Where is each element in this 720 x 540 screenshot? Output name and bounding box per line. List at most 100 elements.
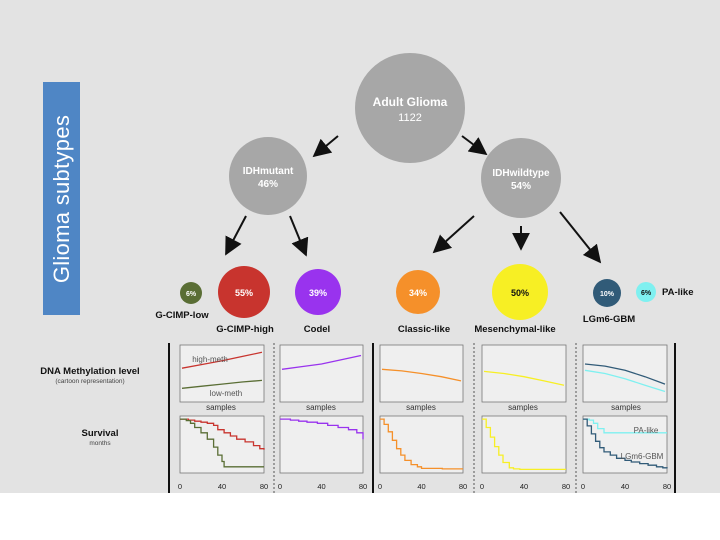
subtype-gcimp-high-label: G-CIMP-high [216,324,274,335]
subtype-codel-circle [295,269,341,315]
survival-tick-codel-80: 80 [359,482,367,491]
node-idhmutant: IDHmutant 46% [229,137,307,215]
methylation-line-lgm6-gbm [584,363,666,385]
subtype-lgm6-gbm-label: LGm6-GBM [583,314,635,325]
survival-curve-mesenchymal-like [482,418,566,471]
node-root-count: 1122 [398,112,422,124]
subtype-mesenchymal-like: 50% Mesenchymal-like [474,264,556,335]
methylation-line-mesenchymal [483,370,565,386]
survival-tick-lgm6-pa-80: 80 [663,482,671,491]
survival-tick-classic-40: 40 [417,482,425,491]
methylation-line-pa-like [584,369,666,393]
survival-tick-lgm6-pa-0: 0 [581,482,585,491]
survival-tick-gcimp-40: 40 [218,482,226,491]
subtype-gcimp-high-pct: 55% [235,288,253,298]
node-idhmutant-circle [229,137,307,215]
subtype-classic-like: 34% Classic-like [396,270,450,335]
survival-label: Survival [81,428,119,439]
subtype-gcimp-low-circle [180,282,202,304]
survival-curve-lgm6-gbm [583,418,668,469]
methylation-panels: high-meth low-meth samples samples sampl… [179,344,668,412]
survival-curve-classic-like [380,418,463,470]
samples-label-codel: samples [306,403,336,412]
subtype-codel-label: Codel [304,324,330,335]
node-root-name: Adult Glioma [373,95,448,109]
node-root-circle [355,53,465,163]
subtype-codel-pct: 39% [309,288,327,298]
methylation-label: DNA Methylation level [40,366,140,377]
title-banner: Glioma subtypes [43,82,80,315]
subtype-pa-like-pct: 6% [641,290,652,297]
subtype-classic-like-label: Classic-like [398,324,450,335]
subtype-pa-like: 6% PA-like [636,282,694,302]
survival-panel-lgm6-pa [582,415,668,474]
survival-tick-gcimp-0: 0 [178,482,182,491]
samples-label-lgm6: samples [611,403,641,412]
glioma-diagram: Adult Glioma 1122 IDHmutant 46% IDHwildt… [155,53,694,493]
node-idhwildtype-circle [481,138,561,218]
survival-tick-mesenchymal-40: 40 [520,482,528,491]
survival-panel-mesenchymal [481,415,567,474]
arrow-idhmutant-to-gcimp-high [225,215,247,256]
survival-tick-classic-80: 80 [459,482,467,491]
survival-panel-codel [279,415,364,474]
subtype-gcimp-high: 55% G-CIMP-high [216,266,274,335]
high-meth-label: high-meth [192,355,228,364]
survival-curve-g-cimp-low [180,418,264,468]
subtype-gcimp-low-label: G-CIMP-low [155,310,209,321]
methylation-panel-mesenchymal [481,344,567,403]
subtype-mesenchymal-like-pct: 50% [511,288,529,298]
subtype-mesenchymal-like-circle [492,264,548,320]
samples-label-mesenchymal: samples [508,403,538,412]
node-idhmutant-pct: 46% [258,179,278,190]
slide: Glioma subtypes DNA Methylation level (c… [0,0,720,493]
survival-tick-gcimp-80: 80 [260,482,268,491]
survival-row-label: Survival months [50,428,150,447]
arrow-idhmutant-to-codel [289,215,309,257]
methylation-line-codel [281,354,362,370]
survival-curve-codel [280,418,364,440]
survival-tick-codel-40: 40 [317,482,325,491]
lgm6-gbm-curve-label: LGm6-GBM [621,452,664,461]
methylation-line-low-meth [181,379,263,389]
subtype-pa-like-label: PA-like [662,287,694,298]
subtype-pa-like-circle [636,282,656,302]
arrow-idhwildtype-to-classic [432,215,475,254]
methylation-row-label: DNA Methylation level (cartoon represent… [20,366,160,385]
node-idhmutant-name: IDHmutant [243,166,294,177]
pa-like-curve-label: PA-like [634,426,659,435]
methylation-sublabel: (cartoon representation) [55,378,125,385]
survival-tick-codel-0: 0 [278,482,282,491]
methylation-line-classic [381,368,462,382]
methylation-line-high-meth [181,351,263,369]
panel-separators [168,343,676,493]
subtype-codel: 39% Codel [295,269,341,335]
subtype-classic-like-circle [396,270,440,314]
node-idhwildtype-pct: 54% [511,181,531,192]
node-idhwildtype-name: IDHwildtype [492,168,550,179]
subtype-classic-like-pct: 34% [409,288,427,298]
node-root: Adult Glioma 1122 [355,53,465,163]
survival-curve-g-cimp-high [180,418,265,450]
survival-tick-classic-0: 0 [378,482,382,491]
subtype-lgm6-gbm: 10% LGm6-GBM [583,279,635,325]
survival-tick-mesenchymal-80: 80 [562,482,570,491]
survival-tick-lgm6-pa-40: 40 [621,482,629,491]
subtype-mesenchymal-like-label: Mesenchymal-like [474,324,555,335]
survival-panel-classic [379,415,464,474]
samples-label-classic: samples [406,403,436,412]
survival-panels: PA-like LGm6-GBM 0 40 80 0 40 80 0 40 80 0 40 80 0 40… [178,415,671,491]
survival-panel-gcimp [179,415,265,474]
methylation-panel-lgm6-pa [582,344,668,403]
methylation-panel-codel [279,344,364,403]
tree-arrows [225,135,602,264]
survival-curve-pa-like [583,418,667,434]
survival-sublabel: months [89,440,111,447]
subtype-lgm6-gbm-circle [593,279,621,307]
subtype-gcimp-high-circle [218,266,270,318]
subtype-lgm6-gbm-pct: 10% [600,291,615,298]
arrow-root-to-idhmutant [312,135,339,158]
survival-tick-mesenchymal-0: 0 [480,482,484,491]
subtype-gcimp-low: 6% G-CIMP-low [155,282,209,321]
arrow-root-to-idhwildtype [461,135,488,156]
